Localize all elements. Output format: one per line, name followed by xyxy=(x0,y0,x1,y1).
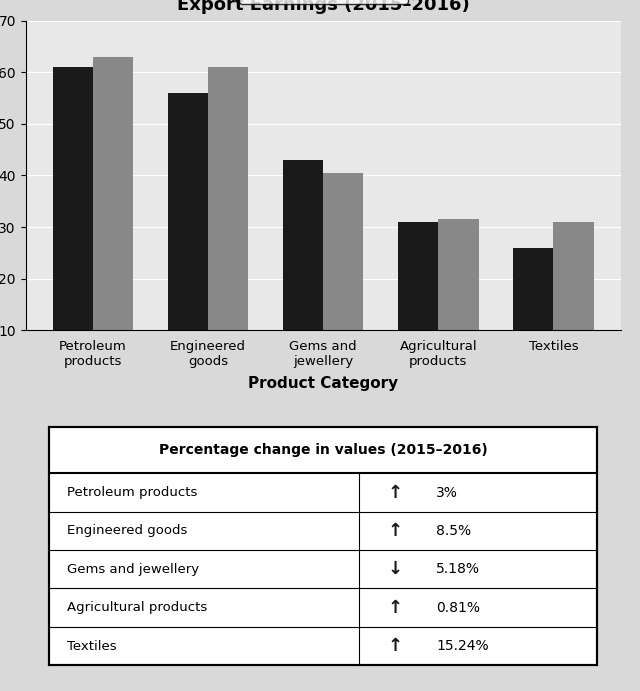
Bar xyxy=(513,247,554,381)
Bar xyxy=(52,67,93,381)
Bar xyxy=(283,160,323,381)
Bar xyxy=(398,222,438,381)
Text: 5.18%: 5.18% xyxy=(436,562,480,576)
Legend: 2015, 2016: 2015, 2016 xyxy=(239,0,408,4)
Bar xyxy=(208,67,248,381)
Text: Percentage change in values (2015–2016): Percentage change in values (2015–2016) xyxy=(159,444,488,457)
Text: ↑: ↑ xyxy=(387,637,402,655)
Bar xyxy=(554,222,594,381)
Bar xyxy=(93,57,133,381)
X-axis label: Product Category: Product Category xyxy=(248,376,398,391)
Title: Export Earnings (2015–2016): Export Earnings (2015–2016) xyxy=(177,0,470,14)
Text: 15.24%: 15.24% xyxy=(436,639,489,653)
Text: 0.81%: 0.81% xyxy=(436,600,480,615)
Text: Engineered goods: Engineered goods xyxy=(67,524,188,538)
Text: 8.5%: 8.5% xyxy=(436,524,472,538)
Text: Petroleum products: Petroleum products xyxy=(67,486,198,499)
Text: 3%: 3% xyxy=(436,486,458,500)
Text: ↓: ↓ xyxy=(387,560,402,578)
Bar xyxy=(438,219,479,381)
Bar xyxy=(168,93,208,381)
Text: ↑: ↑ xyxy=(387,522,402,540)
Text: ↑: ↑ xyxy=(387,484,402,502)
Bar xyxy=(323,173,364,381)
Text: Textiles: Textiles xyxy=(67,640,117,652)
Text: Agricultural products: Agricultural products xyxy=(67,601,207,614)
Text: Gems and jewellery: Gems and jewellery xyxy=(67,562,200,576)
Text: ↑: ↑ xyxy=(387,598,402,616)
